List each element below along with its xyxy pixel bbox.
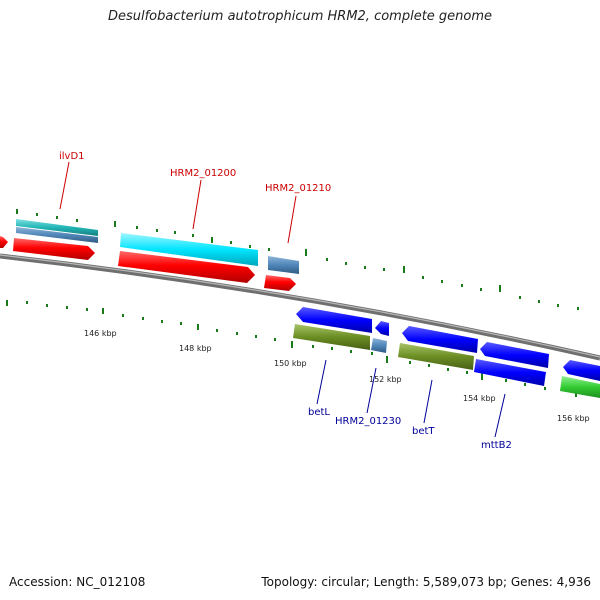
gene-arrow-right-blue[interactable] xyxy=(563,360,600,381)
outer-tick-ring xyxy=(16,209,579,310)
gene-betL-olive-arrow[interactable] xyxy=(293,324,370,350)
gene-HRM2-01230-steel-arrow[interactable] xyxy=(371,338,387,353)
map-title: Desulfobacterium autotrophicum HRM2, com… xyxy=(107,9,493,24)
scale-label-154kbp: 154 kbp xyxy=(463,394,496,403)
gene-HRM2-01230-arrow[interactable] xyxy=(375,321,389,336)
gene-arrow[interactable] xyxy=(0,236,8,248)
scale-label-150kbp: 150 kbp xyxy=(274,359,307,368)
label-leaders xyxy=(59,161,506,438)
accession-text: Accession: NC_012108 xyxy=(9,575,146,589)
inner-tick-ring xyxy=(6,300,577,397)
scale-label-152kbp: 152 kbp xyxy=(369,375,402,384)
genome-summary-text: Topology: circular; Length: 5,589,073 bp… xyxy=(261,575,591,589)
gene-label-ilvD1[interactable]: ilvD1 xyxy=(59,151,85,162)
forward-strand-genes xyxy=(0,219,299,291)
gene-label-HRM2-01200[interactable]: HRM2_01200 xyxy=(170,168,236,179)
gene-label-HRM2-01230[interactable]: HRM2_01230 xyxy=(335,416,401,427)
gene-ilvD1-teal-arrow[interactable] xyxy=(16,219,98,236)
gene-mttB2-arrow[interactable] xyxy=(480,342,549,368)
genome-backbone xyxy=(0,253,600,361)
gene-arrow-right-green[interactable] xyxy=(560,376,600,398)
gene-ilvD1-steel-arrow[interactable] xyxy=(16,227,98,243)
gene-HRM2-01200-red-arrow[interactable] xyxy=(118,251,255,283)
gene-HRM2-01210-red-arrow[interactable] xyxy=(264,275,296,291)
genome-backbone-highlight xyxy=(0,254,600,358)
scale-label-146kbp: 146 kbp xyxy=(84,329,117,338)
gene-HRM2-01200-arrow[interactable] xyxy=(120,233,258,266)
gene-label-betT[interactable]: betT xyxy=(412,426,435,437)
gene-label-betL[interactable]: betL xyxy=(308,407,330,418)
gene-betL-arrow[interactable] xyxy=(296,307,372,333)
scale-label-156kbp: 156 kbp xyxy=(557,414,590,423)
gene-label-mttB2[interactable]: mttB2 xyxy=(481,440,512,451)
gene-HRM2-01210-arrow[interactable] xyxy=(268,256,299,274)
gene-betT-arrow[interactable] xyxy=(402,326,478,353)
gene-ilvD1-arrow[interactable] xyxy=(13,238,95,260)
scale-label-148kbp: 148 kbp xyxy=(179,344,212,353)
gene-mttB2-blue2-arrow[interactable] xyxy=(474,359,546,386)
gene-label-HRM2-01210[interactable]: HRM2_01210 xyxy=(265,183,331,194)
reverse-strand-genes xyxy=(293,307,600,398)
gene-betT-olive-arrow[interactable] xyxy=(398,343,474,370)
